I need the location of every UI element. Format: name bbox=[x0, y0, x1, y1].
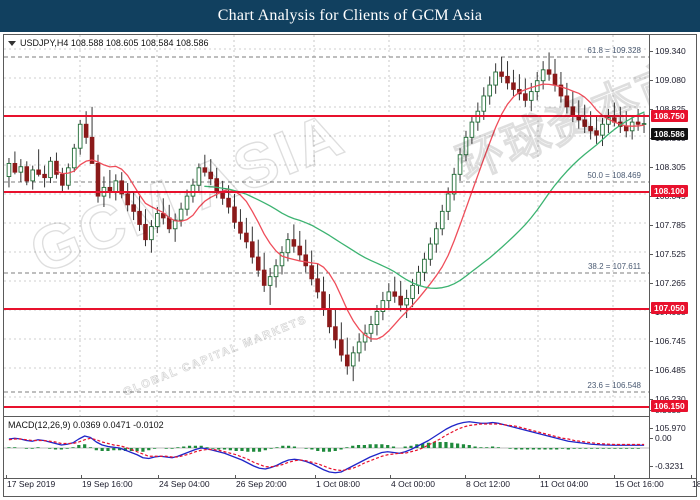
time-axis-label: 11 Oct 04:00 bbox=[540, 479, 589, 489]
window-title-bar: Chart Analysis for Clients of GCM Asia bbox=[0, 0, 700, 32]
price-tick: 108.825 bbox=[650, 104, 686, 114]
macd-axis-tick: 0.00 bbox=[650, 433, 672, 443]
macd-chart-canvas bbox=[4, 421, 649, 474]
fibonacci-label-23-6: 23.6 = 106.548 bbox=[587, 381, 641, 390]
price-tick: 107.265 bbox=[650, 278, 686, 288]
price-pane[interactable]: GCM ASIA 环球资本市场 GLOBAL CAPITAL MARKETS 6… bbox=[4, 35, 649, 416]
pane-divider bbox=[4, 416, 649, 417]
macd-header-text: MACD(12,26,9) 0.0369 0.0471 -0.0102 bbox=[8, 420, 164, 430]
last-price-badge: 108.586 bbox=[651, 128, 688, 140]
time-axis-tick bbox=[6, 475, 7, 479]
price-tick: 108.305 bbox=[650, 162, 686, 172]
time-axis-tick bbox=[158, 475, 159, 479]
fibonacci-label-38-2: 38.2 = 107.611 bbox=[587, 262, 641, 271]
time-axis: 17 Sep 2019 19 Sep 16:00 24 Sep 04:00 26 Se… bbox=[3, 475, 700, 497]
time-axis-tick bbox=[315, 475, 316, 479]
price-chart-canvas bbox=[4, 35, 649, 416]
price-tick: 109.340 bbox=[650, 46, 686, 56]
price-tick: 109.080 bbox=[650, 75, 686, 85]
time-axis-tick bbox=[614, 475, 615, 479]
time-axis-label: 26 Sep 20:00 bbox=[236, 479, 287, 489]
time-axis-label: 4 Oct 00:00 bbox=[391, 479, 435, 489]
time-axis-tick bbox=[539, 475, 540, 479]
time-axis-label: 15 Oct 16:00 bbox=[615, 479, 664, 489]
macd-pane-bottom-border bbox=[4, 478, 696, 479]
time-axis-label: 19 Sep 16:00 bbox=[82, 479, 133, 489]
time-axis-tick bbox=[691, 475, 692, 479]
time-axis-tick bbox=[465, 475, 466, 479]
level-price-badge: 106.150 bbox=[651, 400, 688, 412]
chevron-down-icon[interactable] bbox=[8, 40, 16, 46]
time-axis-tick bbox=[81, 475, 82, 479]
macd-pane[interactable]: MACD(12,26,9) 0.0369 0.0471 -0.0102 bbox=[4, 418, 649, 478]
symbol-header-text: USDJPY,H4 108.588 108.605 108.584 108.58… bbox=[20, 38, 209, 48]
fibonacci-label-50-0: 50.0 = 108.469 bbox=[587, 171, 641, 180]
time-axis-label: 1 Oct 08:00 bbox=[316, 479, 360, 489]
price-tick: 107.525 bbox=[650, 249, 686, 259]
time-axis-label: 18 Oct 08:00 bbox=[692, 479, 700, 489]
price-tick: 107.785 bbox=[650, 220, 686, 230]
price-tick: 106.230 bbox=[650, 394, 686, 404]
time-axis-tick bbox=[390, 475, 391, 479]
level-price-badge: 107.050 bbox=[651, 302, 688, 314]
time-axis-label: 24 Sep 04:00 bbox=[159, 479, 210, 489]
price-tick: 106.745 bbox=[650, 336, 686, 346]
price-axis-separator bbox=[649, 35, 650, 478]
level-price-badge: 108.750 bbox=[651, 110, 688, 122]
chart-frame: GCM ASIA 环球资本市场 GLOBAL CAPITAL MARKETS 6… bbox=[3, 34, 697, 497]
time-axis-label: 17 Sep 2019 bbox=[7, 479, 56, 489]
time-axis-label: 8 Oct 12:00 bbox=[466, 479, 510, 489]
page-title: Chart Analysis for Clients of GCM Asia bbox=[217, 7, 483, 24]
fibonacci-label-61-8: 61.8 = 109.328 bbox=[587, 46, 641, 55]
time-axis-tick bbox=[235, 475, 236, 479]
price-tick: 106.485 bbox=[650, 365, 686, 375]
macd-axis-tick: -0.3231 bbox=[650, 461, 684, 471]
level-price-badge: 108.100 bbox=[651, 185, 688, 197]
price-axis[interactable]: 109.340109.080108.825108.565108.305108.0… bbox=[650, 35, 696, 478]
price-tick: 105.970 bbox=[650, 423, 686, 433]
symbol-header[interactable]: USDJPY,H4 108.588 108.605 108.584 108.58… bbox=[8, 38, 209, 48]
